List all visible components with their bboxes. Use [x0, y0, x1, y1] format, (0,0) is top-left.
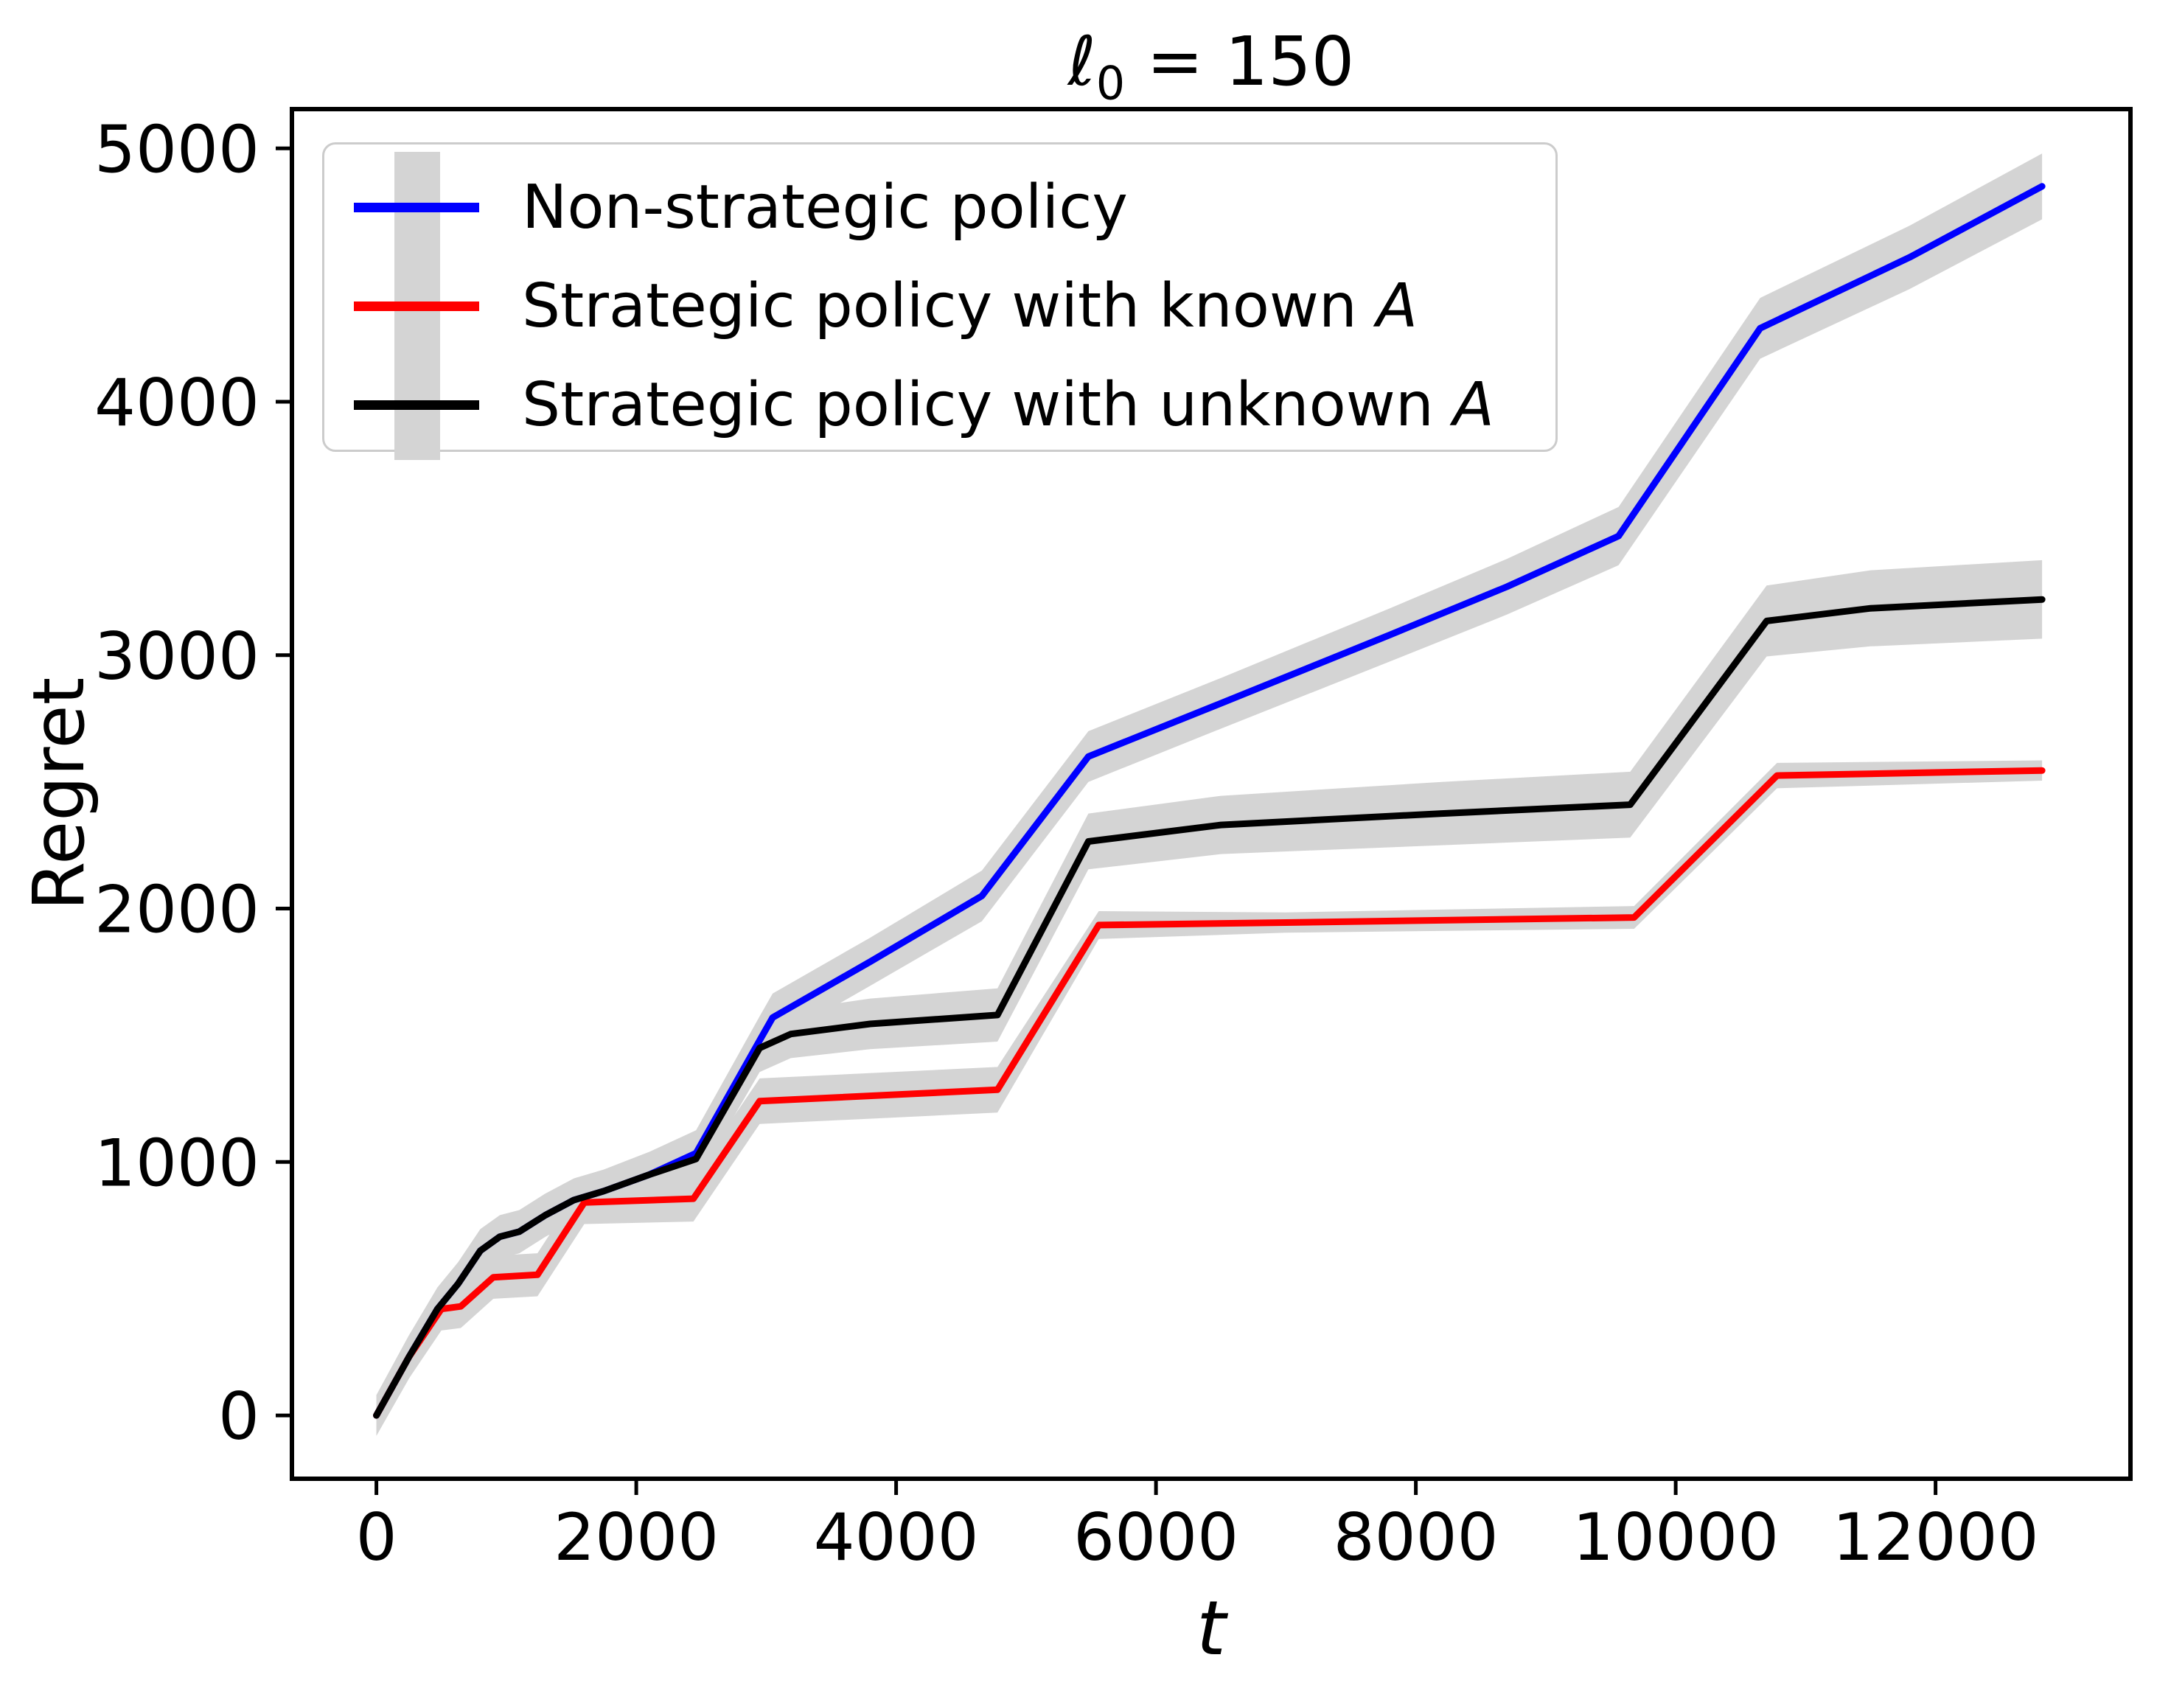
- x-tick-label: 6000: [1073, 1499, 1238, 1575]
- y-tick-label: 4000: [94, 365, 259, 441]
- legend-entry-known-A: Strategic policy with known A: [354, 251, 1555, 361]
- confidence-band-1: [376, 760, 2043, 1436]
- y-tick-label: 2000: [94, 872, 259, 948]
- legend-label-math: A: [1376, 271, 1418, 341]
- title-rest: = 150: [1125, 22, 1355, 101]
- x-axis-label: t: [1196, 1585, 1226, 1673]
- legend-label: Non-strategic policy: [522, 172, 1128, 243]
- title-subscript: 0: [1095, 56, 1126, 111]
- legend-label-text: Non-strategic policy: [522, 172, 1128, 243]
- y-tick-label: 5000: [94, 111, 259, 187]
- series-line-1: [373, 767, 2046, 1419]
- legend-key-known-A: [354, 251, 479, 361]
- x-tick-label: 10000: [1572, 1499, 1779, 1575]
- line-swatch-black: [354, 400, 479, 410]
- chart-title: ℓ0 = 150: [292, 22, 2130, 110]
- y-tick-label: 0: [218, 1378, 259, 1454]
- legend-label: Strategic policy with unknown A: [522, 370, 1494, 440]
- line-swatch-blue: [354, 203, 479, 212]
- y-tick-label: 1000: [94, 1125, 259, 1201]
- x-tick-label: 2000: [554, 1499, 719, 1575]
- x-tick-label: 12000: [1833, 1499, 2039, 1575]
- y-axis-label: Regret: [18, 677, 100, 911]
- axes-spines: [290, 107, 2133, 1481]
- confidence-band-2: [376, 560, 2043, 1436]
- legend-label-text: Strategic policy with known: [522, 271, 1376, 341]
- legend-entry-non-strategic: Non-strategic policy: [354, 152, 1555, 262]
- line-swatch-red: [354, 301, 479, 311]
- x-tick-label: 8000: [1334, 1499, 1499, 1575]
- x-tick-label: 0: [356, 1499, 397, 1575]
- y-tick-label: 3000: [94, 618, 259, 694]
- legend-key-non-strategic: [354, 152, 479, 262]
- x-tick-label: 4000: [814, 1499, 979, 1575]
- title-symbol: ℓ: [1067, 22, 1096, 101]
- series-line-2: [373, 596, 2046, 1419]
- legend-label: Strategic policy with known A: [522, 271, 1418, 341]
- legend-label-text: Strategic policy with unknown: [522, 369, 1453, 440]
- legend-key-unknown-A: [354, 349, 479, 460]
- confidence-band-0: [376, 153, 2043, 1436]
- legend-label-math: A: [1452, 369, 1495, 440]
- legend-entry-unknown-A: Strategic policy with unknown A: [354, 349, 1555, 460]
- legend: Non-strategic policy Strategic policy wi…: [322, 142, 1558, 460]
